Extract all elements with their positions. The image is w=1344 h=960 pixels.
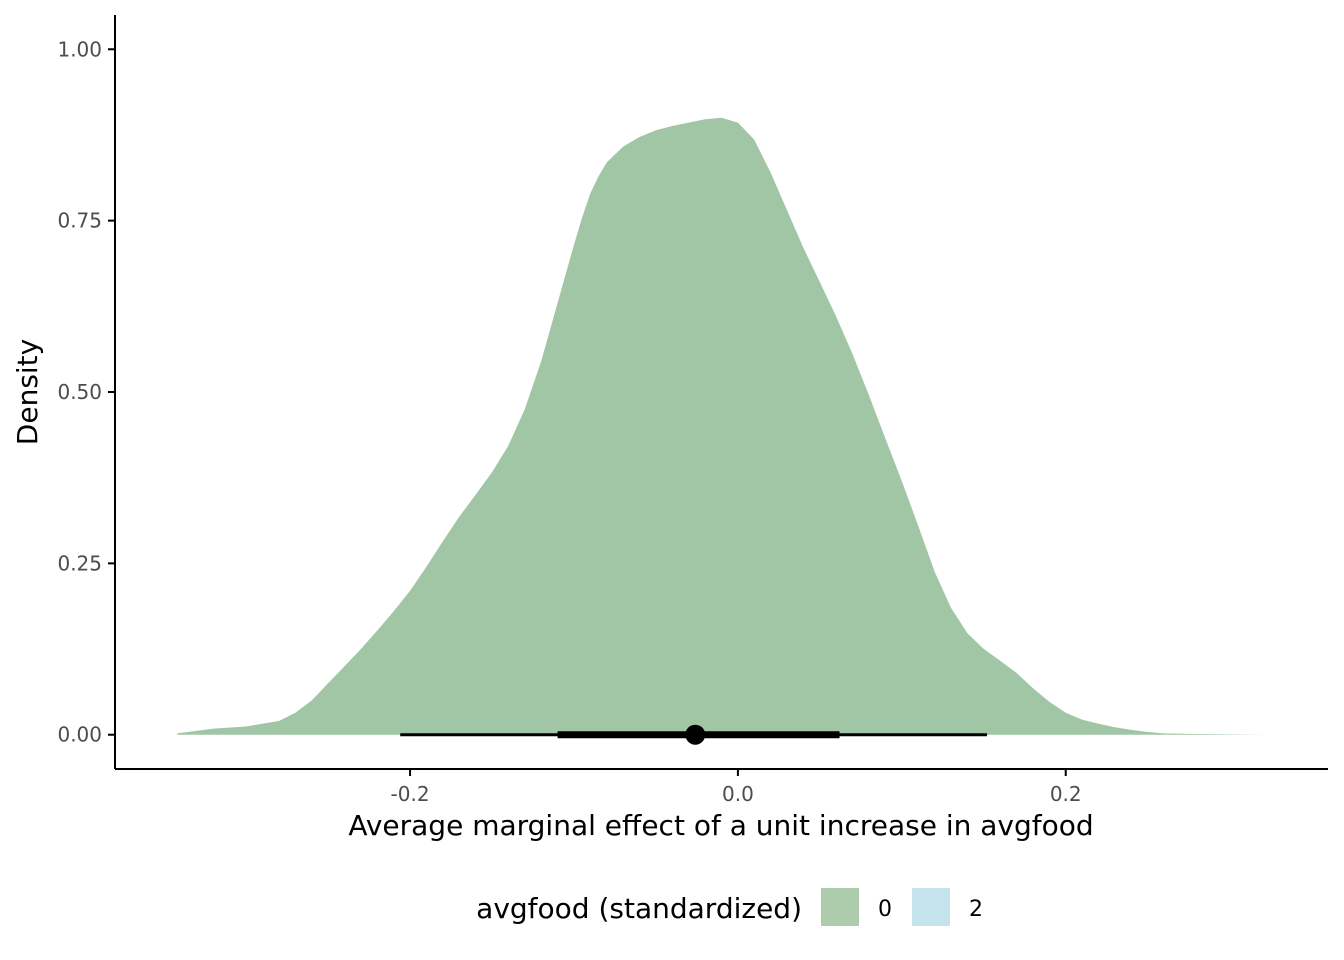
y-tick-label: 0.25 [57,551,102,575]
y-tick-label: 0.50 [57,380,102,404]
x-tick-label: 0.2 [1050,782,1082,806]
legend-swatch-0 [821,888,859,926]
y-axis: 0.00 0.25 0.50 0.75 1.00 [57,15,116,769]
y-tick-label: 1.00 [57,37,102,61]
x-axis-title: Average marginal effect of a unit increa… [348,809,1093,842]
legend-title: avgfood (standardized) [476,892,802,925]
y-axis-title: Density [11,339,44,445]
legend: avgfood (standardized) 0 2 [476,888,983,926]
y-tick-label: 0.00 [57,723,102,747]
plot-area [177,117,1266,745]
x-axis: -0.2 0.0 0.2 [115,768,1328,806]
y-tick-label: 0.75 [57,209,102,233]
legend-swatch-2 [912,888,950,926]
density-area-series-0 [177,117,1266,735]
legend-label-2: 2 [969,897,983,922]
legend-label-0: 0 [878,897,892,922]
median-point [685,724,706,745]
x-tick-label: 0.0 [722,782,754,806]
x-tick-label: -0.2 [391,782,430,806]
